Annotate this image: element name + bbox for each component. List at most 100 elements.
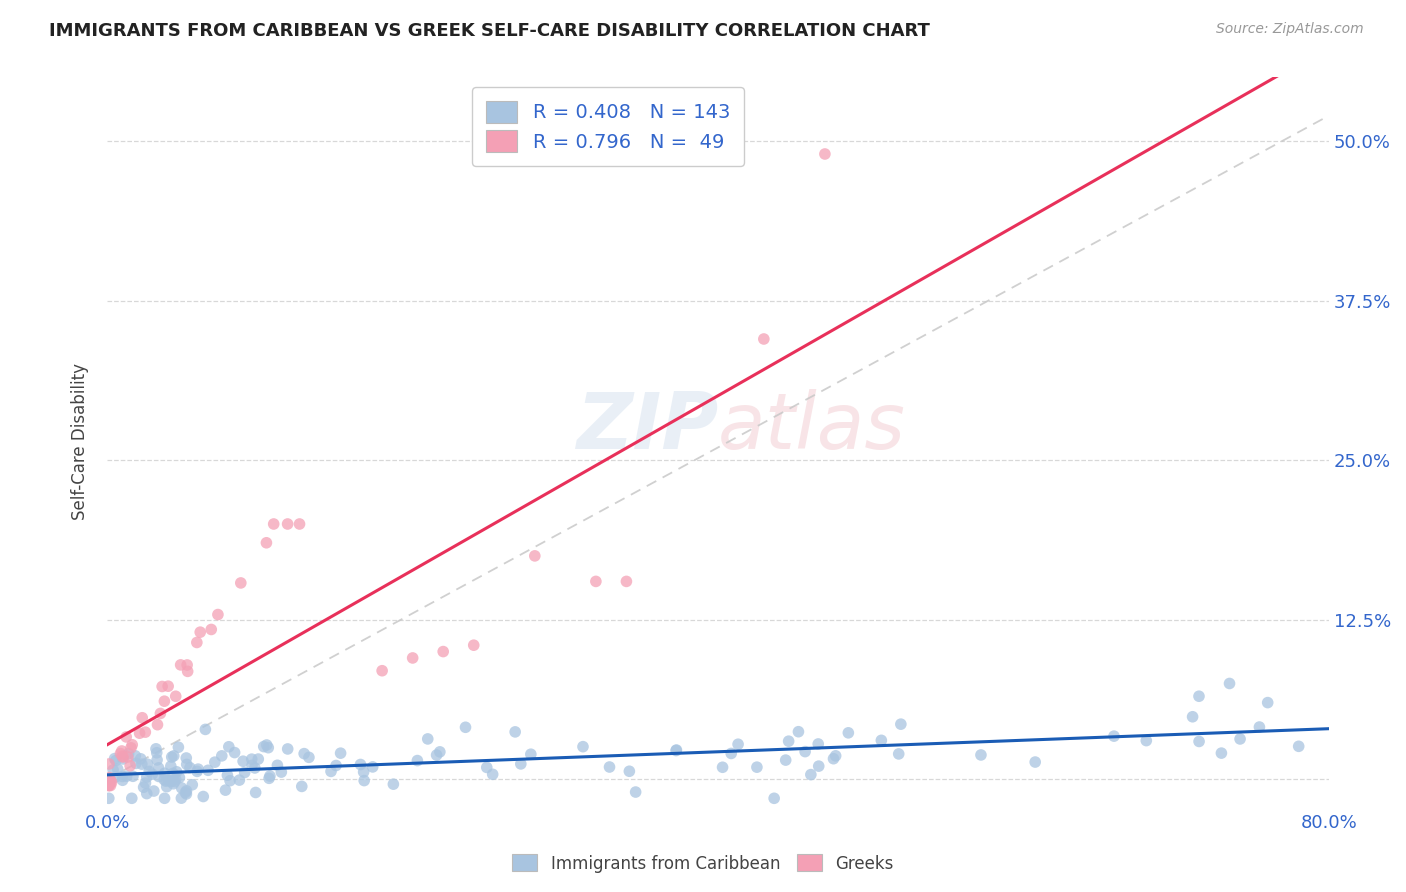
Point [112,750,135,764]
Point [111,749,134,764]
Text: ZIP: ZIP [576,389,718,465]
Point [229,576,252,591]
Point [132,780,155,795]
Point [163,774,186,789]
Point [103,751,125,765]
Point [224,746,246,760]
Point [104,770,127,784]
Point [402,651,425,665]
Point [800,767,823,781]
Point [169,657,191,672]
Point [149,706,172,721]
Point [155,774,177,789]
Point [98,771,121,785]
Point [254,535,277,549]
Point [111,769,134,783]
Point [176,665,198,679]
Point [141,767,163,781]
Point [134,725,156,739]
Point [426,747,449,762]
Point [240,752,263,766]
Legend: Immigrants from Caribbean, Greeks: Immigrants from Caribbean, Greeks [506,847,900,880]
Point [277,516,299,531]
Y-axis label: Self-Care Disability: Self-Care Disability [72,362,89,519]
Point [120,758,142,772]
Point [145,741,167,756]
Point [1229,731,1251,746]
Point [371,664,394,678]
Point [503,724,526,739]
Point [1181,710,1204,724]
Point [291,780,314,794]
Point [207,607,229,622]
Point [166,764,188,779]
Point [163,748,186,763]
Point [122,769,145,783]
Point [585,574,607,589]
Point [599,760,621,774]
Point [1218,676,1240,690]
Point [259,769,281,783]
Point [247,752,270,766]
Point [228,773,250,788]
Point [97,779,120,793]
Point [807,737,830,751]
Point [509,756,531,771]
Point [174,786,197,800]
Point [240,758,263,772]
Point [887,747,910,761]
Point [117,747,139,761]
Point [98,756,121,771]
Point [263,516,285,531]
Point [204,755,226,769]
Point [131,711,153,725]
Point [97,777,120,791]
Point [778,734,800,748]
Point [100,773,122,788]
Point [665,743,688,757]
Point [98,772,121,786]
Point [1024,755,1046,769]
Point [870,733,893,747]
Point [100,775,122,789]
Point [176,757,198,772]
Point [277,742,299,756]
Point [145,746,167,760]
Point [162,766,184,780]
Point [429,745,451,759]
Point [134,776,156,790]
Point [187,762,209,776]
Point [170,780,193,795]
Point [217,768,239,782]
Point [233,765,256,780]
Point [523,549,546,563]
Point [107,762,129,776]
Point [181,778,204,792]
Point [153,694,176,708]
Point [329,746,352,760]
Point [156,780,179,794]
Point [319,764,342,779]
Point [148,761,170,775]
Point [270,765,292,780]
Point [814,147,837,161]
Point [416,731,439,746]
Point [146,753,169,767]
Point [186,635,208,649]
Point [245,785,267,799]
Point [890,717,912,731]
Point [253,739,276,754]
Point [117,750,139,764]
Point [135,787,157,801]
Point [1188,690,1211,704]
Legend: R = 0.408   N = 143, R = 0.796   N =  49: R = 0.408 N = 143, R = 0.796 N = 49 [472,87,744,166]
Point [292,747,315,761]
Point [1102,729,1125,743]
Point [159,759,181,773]
Point [288,516,311,531]
Point [763,791,786,805]
Point [619,764,641,779]
Point [111,773,134,788]
Point [121,791,143,805]
Point [97,779,120,793]
